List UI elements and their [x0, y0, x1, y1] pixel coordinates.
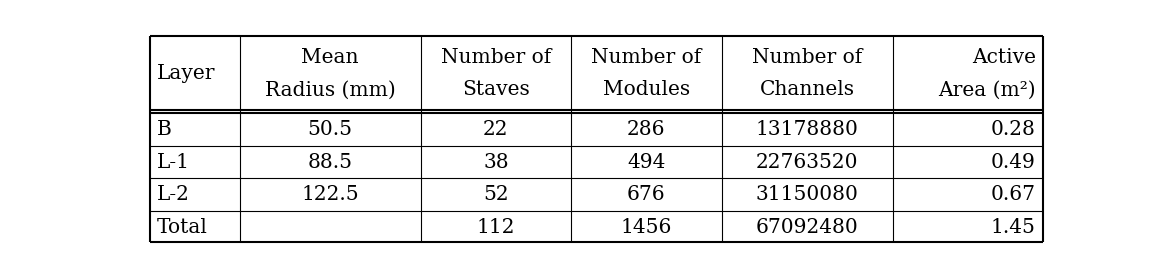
Text: Modules: Modules [603, 80, 690, 99]
Text: B: B [157, 120, 172, 139]
Text: 50.5: 50.5 [307, 120, 353, 139]
Text: 676: 676 [627, 185, 666, 204]
Text: 112: 112 [476, 218, 516, 237]
Text: Mean: Mean [301, 49, 359, 68]
Text: 1.45: 1.45 [991, 218, 1036, 237]
Text: 494: 494 [627, 153, 666, 171]
Text: 31150080: 31150080 [755, 185, 859, 204]
Text: 38: 38 [483, 153, 509, 171]
Text: 0.67: 0.67 [991, 185, 1036, 204]
Text: Number of: Number of [591, 49, 702, 68]
Text: 0.28: 0.28 [991, 120, 1036, 139]
Text: Area (m²): Area (m²) [938, 80, 1036, 99]
Text: L-1: L-1 [157, 153, 190, 171]
Text: 13178880: 13178880 [755, 120, 859, 139]
Text: Active: Active [972, 49, 1036, 68]
Text: Number of: Number of [441, 49, 551, 68]
Text: Number of: Number of [752, 49, 863, 68]
Text: 122.5: 122.5 [301, 185, 359, 204]
Text: 1456: 1456 [620, 218, 672, 237]
Text: 22: 22 [483, 120, 509, 139]
Text: Total: Total [157, 218, 208, 237]
Text: Staves: Staves [462, 80, 530, 99]
Text: 0.49: 0.49 [991, 153, 1036, 171]
Text: Channels: Channels [760, 80, 854, 99]
Text: 286: 286 [627, 120, 666, 139]
Text: 22763520: 22763520 [755, 153, 858, 171]
Text: 67092480: 67092480 [755, 218, 859, 237]
Text: 52: 52 [483, 185, 509, 204]
Text: Layer: Layer [157, 64, 215, 83]
Text: 88.5: 88.5 [307, 153, 353, 171]
Text: L-2: L-2 [157, 185, 190, 204]
Text: Radius (mm): Radius (mm) [264, 80, 396, 99]
